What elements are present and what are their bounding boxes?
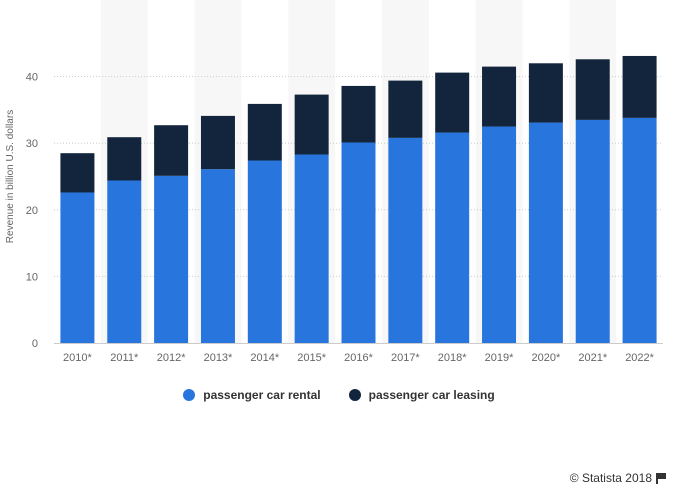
x-tick-label: 2011* xyxy=(110,352,139,364)
bar-leasing xyxy=(482,66,517,127)
x-tick-label: 2017* xyxy=(391,352,420,364)
bar-rental xyxy=(341,142,376,343)
bar-rental xyxy=(294,154,329,343)
bar-leasing xyxy=(341,85,376,143)
bar-rental xyxy=(575,119,610,343)
bar-leasing xyxy=(294,94,329,155)
bar-rental xyxy=(154,175,189,343)
x-tick-label: 2022* xyxy=(625,352,654,364)
bar-leasing xyxy=(247,103,282,161)
x-tick-label: 2021* xyxy=(578,352,607,364)
bar-leasing xyxy=(107,137,142,181)
bar-rental xyxy=(528,122,563,343)
x-tick-label: 2018* xyxy=(438,352,467,364)
bar-chart: 0 10 20 30 40 Revenue in billion U.S. dollars… xyxy=(5,55,663,364)
x-tick-label: 2012* xyxy=(157,352,186,364)
legend-label-leasing: passenger car leasing xyxy=(368,388,495,402)
bar-leasing xyxy=(435,72,470,133)
legend-marker-rental xyxy=(183,389,196,401)
x-tick-label: 2020* xyxy=(532,352,561,364)
legend-item-rental[interactable]: passenger car rental xyxy=(183,388,321,402)
bar-rental xyxy=(482,126,517,343)
legend-marker-leasing xyxy=(348,389,361,401)
bar-rental xyxy=(107,180,142,343)
bar-leasing xyxy=(154,125,189,176)
bar-leasing xyxy=(388,80,423,138)
bar-rental xyxy=(622,117,657,343)
x-tick-label: 2013* xyxy=(204,352,233,364)
y-axis-title: Revenue in billion U.S. dollars xyxy=(5,110,16,243)
legend-label-rental: passenger car rental xyxy=(203,388,321,402)
y-tick-label: 30 xyxy=(26,138,38,150)
bar-leasing xyxy=(200,115,235,170)
x-tick-label: 2019* xyxy=(485,352,514,364)
bar-rental xyxy=(200,169,235,343)
statista-credit[interactable]: © Statista 2018 xyxy=(570,471,666,485)
legend-item-leasing[interactable]: passenger car leasing xyxy=(348,388,495,402)
bar-rental xyxy=(247,160,282,343)
x-tick-label: 2015* xyxy=(297,352,326,364)
credit-text: © Statista 2018 xyxy=(569,471,652,485)
bar-leasing xyxy=(528,63,563,123)
x-tick-label: 2016* xyxy=(344,352,373,364)
y-tick-label: 0 xyxy=(32,338,38,350)
legend: passenger car rental passenger car leasi… xyxy=(0,388,678,402)
x-tick-label: 2010* xyxy=(63,352,92,364)
bar-leasing xyxy=(575,59,610,120)
bar-leasing xyxy=(60,153,95,193)
x-tick-label: 2014* xyxy=(250,352,279,364)
bar-rental xyxy=(60,192,95,343)
y-tick-label: 20 xyxy=(26,205,38,217)
flag-icon xyxy=(656,473,666,484)
bar-rental xyxy=(435,132,470,343)
bar-rental xyxy=(388,137,423,343)
y-tick-label: 40 xyxy=(26,72,38,84)
bar-leasing xyxy=(622,55,657,118)
y-tick-label: 10 xyxy=(26,271,38,283)
